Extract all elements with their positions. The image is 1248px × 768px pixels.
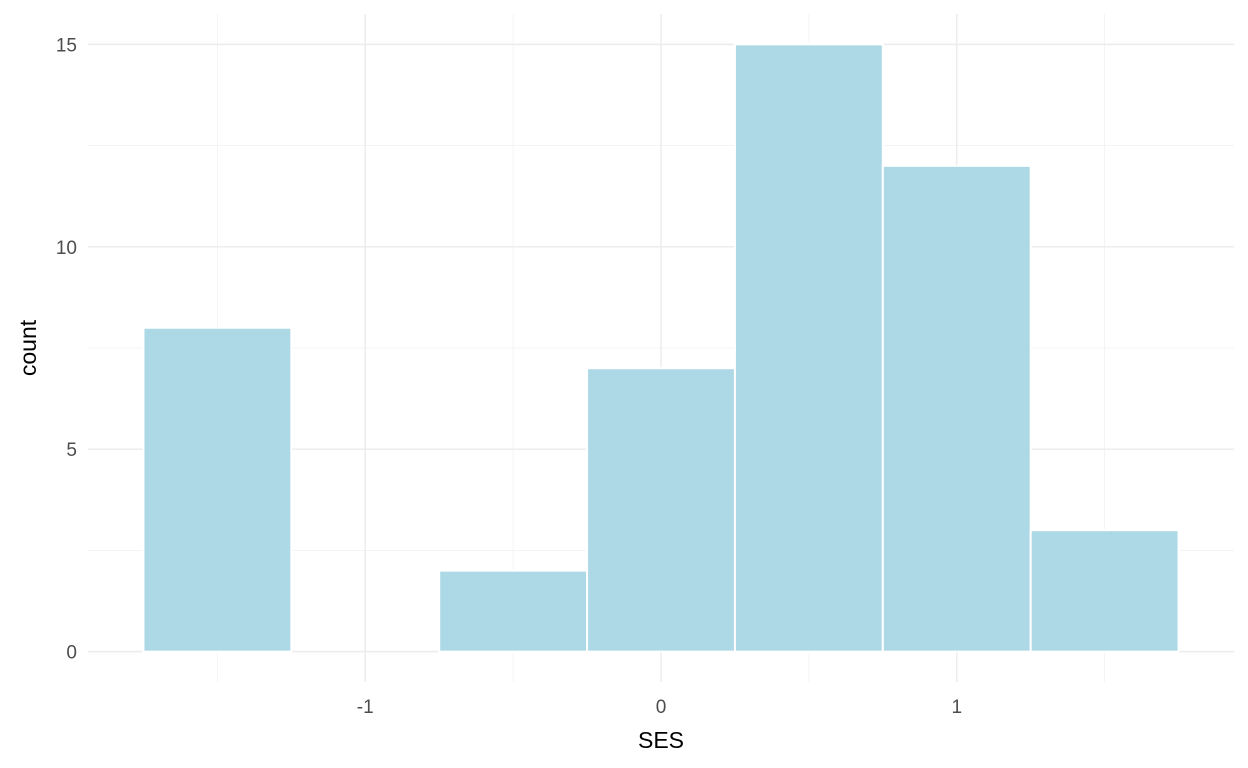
histogram-bar bbox=[438, 569, 589, 653]
histogram-bar bbox=[142, 326, 293, 653]
x-tick-label: 1 bbox=[951, 697, 962, 718]
histogram-bar bbox=[733, 43, 884, 653]
histogram-bar bbox=[1029, 529, 1180, 653]
y-tick-label: 0 bbox=[66, 643, 77, 664]
histogram-bar bbox=[881, 164, 1032, 653]
histogram-bars bbox=[142, 43, 1180, 653]
histogram-bar bbox=[586, 367, 736, 653]
x-tick-label: 0 bbox=[656, 697, 667, 718]
x-axis-tick-labels: -1 0 1 bbox=[357, 697, 962, 718]
y-axis-tick-labels: 0 5 10 15 bbox=[56, 35, 77, 663]
y-tick-label: 10 bbox=[56, 238, 77, 259]
y-axis-title: count bbox=[15, 319, 41, 376]
x-tick-label: -1 bbox=[357, 697, 374, 718]
y-tick-label: 5 bbox=[66, 440, 77, 461]
y-tick-label: 15 bbox=[56, 35, 77, 56]
x-axis-title: SES bbox=[638, 727, 684, 753]
